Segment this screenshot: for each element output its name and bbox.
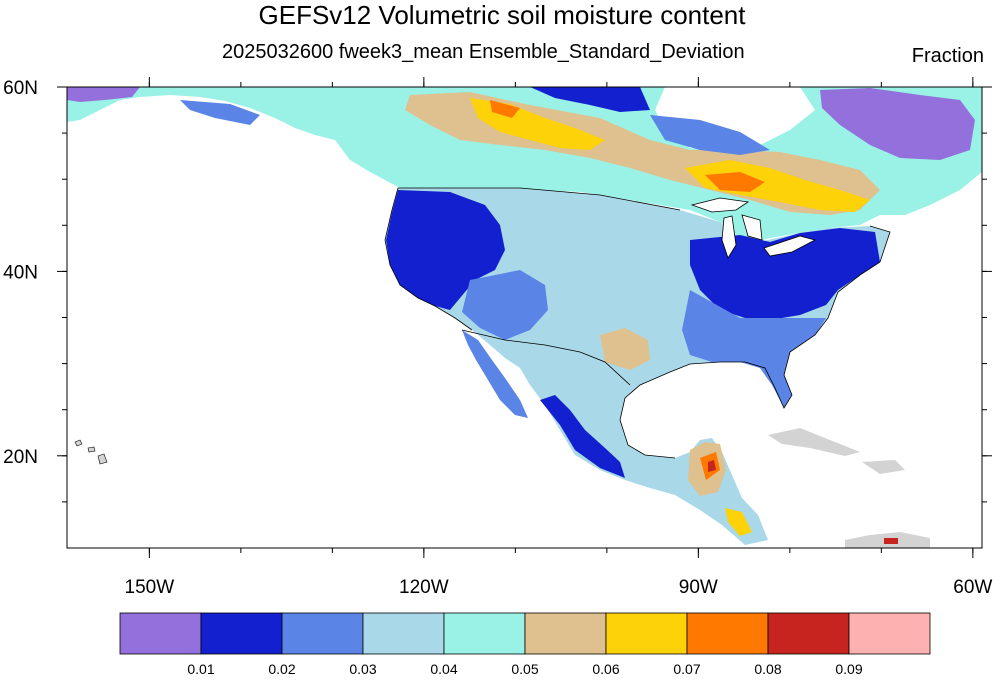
colorbar-swatch [200, 612, 283, 655]
lake-huron [741, 214, 763, 241]
canada-blue-band [530, 87, 650, 112]
colorbar-label: 0.06 [592, 661, 619, 677]
mexico-dark-blue [540, 395, 625, 478]
y-tick-label: 20N [3, 447, 38, 468]
colorbar-swatch [443, 612, 526, 655]
x-tick-label: 60W [953, 577, 992, 598]
map-plot-area [67, 87, 982, 548]
labrador-purple [820, 88, 975, 160]
colorbar-label: 0.08 [754, 661, 781, 677]
colorbar-label: 0.01 [187, 661, 214, 677]
map-subtitle: 2025032600 fweek3_mean Ensemble_Standard… [222, 41, 745, 63]
lake-superior [690, 197, 750, 213]
us-canada-border [398, 187, 681, 211]
units-label: Fraction [911, 45, 984, 67]
x-axis: 150W 120W 90W 60W [125, 77, 992, 598]
alaska-purple [67, 87, 140, 102]
colorbar-swatch [281, 612, 364, 655]
colorbar-swatch [119, 612, 202, 655]
central-america-yellow [725, 508, 752, 536]
x-tick-label: 120W [399, 577, 449, 598]
us-mexico-border [461, 329, 631, 386]
map-title: GEFSv12 Volumetric soil moisture content [258, 0, 746, 30]
colorbar-label: 0.03 [349, 661, 376, 677]
baja-california [462, 330, 528, 418]
colorbar-swatch [605, 612, 688, 655]
south-central-tan [600, 328, 650, 370]
colorbar-label: 0.05 [511, 661, 538, 677]
colorbar-label: 0.02 [268, 661, 295, 677]
hawaii [74, 439, 108, 465]
hispaniola [862, 460, 905, 474]
x-tick-label: 90W [679, 577, 718, 598]
conus-coastline [384, 187, 891, 459]
colorbar-label: 0.07 [673, 661, 700, 677]
canada-orange-patch [490, 100, 520, 118]
canada-medium-band [650, 115, 770, 155]
west-dark-blue [386, 190, 505, 310]
colorbar-swatch [524, 612, 607, 655]
alaska-medium-blue [180, 100, 260, 125]
colorbar: 0.01 0.02 0.03 0.04 0.05 0.06 0.07 0.08 0.09 [119, 612, 931, 677]
west-medium-blue [462, 270, 548, 340]
colorbar-swatch [767, 612, 850, 655]
south-america-red [884, 538, 898, 544]
minor-ticks [62, 82, 987, 553]
yucatan-red [708, 460, 716, 472]
quebec-orange-patch [705, 172, 765, 192]
y-tick-label: 60N [3, 78, 38, 99]
lake-erie-ontario [763, 235, 817, 257]
lake-michigan [721, 215, 737, 259]
y-tick-label: 40N [3, 262, 38, 283]
colorbar-label: 0.09 [835, 661, 862, 677]
colorbar-label: 0.04 [430, 661, 457, 677]
east-dark-blue [690, 228, 880, 320]
colorbar-swatch [848, 612, 931, 655]
x-tick-label: 150W [125, 577, 175, 598]
y-axis: 60N 40N 20N [3, 78, 992, 468]
southeast-medium-blue [682, 290, 826, 408]
colorbar-swatch [362, 612, 445, 655]
cuba [768, 428, 860, 456]
colorbar-swatch [686, 612, 769, 655]
